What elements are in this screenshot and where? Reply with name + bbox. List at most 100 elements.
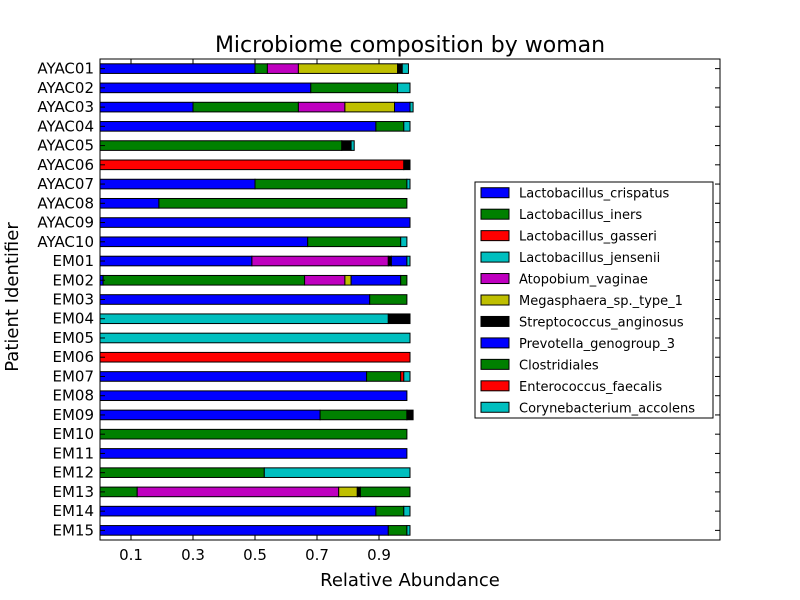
x-tick-label: 0.3 <box>181 546 205 564</box>
y-tick-label: AYAC03 <box>37 98 94 116</box>
bar-segment <box>403 121 411 132</box>
bar-segment <box>99 390 408 402</box>
bar-segment <box>99 159 405 171</box>
y-axis-label: Patient Identifier <box>2 222 23 372</box>
bar-segment <box>297 63 399 74</box>
y-tick-label: EM03 <box>52 291 94 309</box>
bar-segment <box>99 217 411 228</box>
legend-swatch <box>480 315 510 327</box>
bar-segment <box>387 313 411 325</box>
bar-segment <box>99 82 312 94</box>
bar-segment <box>366 371 402 382</box>
legend-label: Lactobacillus_gasseri <box>519 230 657 245</box>
bar-segment <box>359 486 411 498</box>
bar-segment <box>375 121 405 132</box>
legend-swatch <box>480 251 510 263</box>
bar-segment <box>263 467 411 478</box>
legend: Lactobacillus_crispatus Lactobacillus_ine… <box>474 181 714 419</box>
bar-segment <box>192 101 299 113</box>
y-tick-label: AYAC04 <box>37 117 94 135</box>
legend-label: Streptococcus_anginosus <box>519 315 684 330</box>
y-tick-label: EM15 <box>52 521 94 539</box>
y-tick-label: EM05 <box>52 329 94 347</box>
bar-segment <box>350 140 355 151</box>
bar-segment <box>136 486 340 498</box>
legend-label: Atopobium_vaginae <box>519 273 648 288</box>
y-tick-label: AYAC02 <box>37 79 94 97</box>
legend-label: Lactobacillus_crispatus <box>519 187 670 202</box>
y-tick-label: EM02 <box>52 271 94 289</box>
plot-frame <box>99 58 721 541</box>
bar-segment <box>102 274 306 286</box>
bar-segment <box>387 525 408 536</box>
bar-segment <box>251 255 389 267</box>
legend-swatch <box>480 401 510 413</box>
bar-segment <box>338 486 358 498</box>
legend-label: Prevotella_genogroup_3 <box>519 337 675 352</box>
bar-segment <box>99 486 138 498</box>
bar-segment <box>403 505 411 517</box>
bar-segment <box>99 294 371 305</box>
y-tick-label: EM06 <box>52 348 94 366</box>
bar-segment <box>99 236 309 248</box>
bar-segment <box>310 82 399 94</box>
y-tick-label: EM04 <box>52 310 94 328</box>
bar-segment <box>344 274 352 286</box>
bar-segment <box>99 121 377 132</box>
legend-label: Lactobacillus_jensenii <box>519 251 660 266</box>
bar-segment <box>99 409 321 421</box>
bar-segment <box>99 255 253 267</box>
y-ticks: AYAC01AYAC02AYAC03AYAC04AYAC05AYAC06AYAC… <box>37 60 720 539</box>
y-tick-label: EM13 <box>52 483 94 501</box>
bar-segment <box>99 101 194 113</box>
y-tick-label: EM12 <box>52 464 94 482</box>
bar-segment <box>99 505 377 517</box>
legend-label: Clostridiales <box>519 358 599 373</box>
bar-segment <box>99 448 408 459</box>
bar-segment <box>99 351 411 363</box>
y-tick-label: AYAC06 <box>37 156 94 174</box>
y-tick-label: EM01 <box>52 252 94 270</box>
bar-segment <box>394 101 411 113</box>
legend-label: Megasphaera_sp._type_1 <box>519 294 683 309</box>
bar-segment <box>99 525 389 536</box>
bar-segment <box>254 63 268 74</box>
bar-segment <box>319 409 408 421</box>
bar-segment <box>400 274 408 286</box>
bar-segment <box>406 409 414 421</box>
bar-segment <box>397 82 411 94</box>
x-ticks: 0.1 0.3 0.5 0.7 0.9 <box>119 59 391 564</box>
bar-segment <box>375 505 405 517</box>
legend-swatch <box>480 294 510 306</box>
bar-segment <box>400 236 408 248</box>
bar-segment <box>350 274 402 286</box>
bar-segment <box>401 63 409 74</box>
bar-segment <box>99 178 256 190</box>
bars <box>99 63 414 536</box>
y-tick-label: EM07 <box>52 367 94 385</box>
y-tick-label: EM10 <box>52 425 94 443</box>
bar-segment <box>99 428 408 440</box>
legend-box <box>474 181 714 419</box>
bar-segment <box>304 274 346 286</box>
bar-segment <box>390 255 408 267</box>
bar-segment <box>99 197 160 209</box>
bar-segment <box>99 63 256 74</box>
y-tick-label: EM08 <box>52 387 94 405</box>
bar-segment <box>406 255 411 267</box>
bar-segment <box>341 140 352 151</box>
legend-swatch <box>480 358 510 370</box>
y-tick-label: EM11 <box>52 444 94 462</box>
bar-segment <box>403 159 411 171</box>
bar-segment <box>158 197 408 209</box>
chart-title: Microbiome composition by woman <box>215 33 605 58</box>
bar-segment <box>99 313 389 325</box>
x-tick-label: 0.7 <box>305 546 329 564</box>
legend-swatch <box>480 230 510 242</box>
bar-segment <box>397 63 403 74</box>
legend-swatch <box>480 187 510 199</box>
legend-label: Corynebacterium_accolens <box>519 401 695 416</box>
bar-segment <box>99 467 265 478</box>
bar-segment <box>403 371 411 382</box>
